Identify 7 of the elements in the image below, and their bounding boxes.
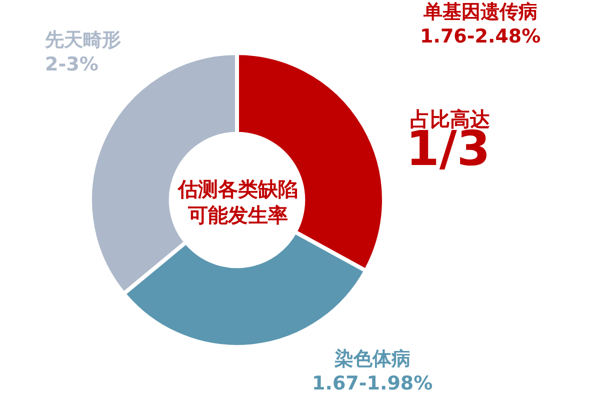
slice-label: 染色体病 bbox=[333, 348, 410, 370]
text: 1.76-2.48% bbox=[420, 26, 541, 48]
text: 估测各类缺陷可能发生率 bbox=[177, 177, 298, 227]
text: 2-3% bbox=[45, 54, 98, 76]
slice-label: 先天畸形 bbox=[44, 29, 121, 51]
text: 1.67-1.98% bbox=[312, 372, 433, 395]
slice-label: 单基因遗传病 bbox=[422, 1, 538, 23]
